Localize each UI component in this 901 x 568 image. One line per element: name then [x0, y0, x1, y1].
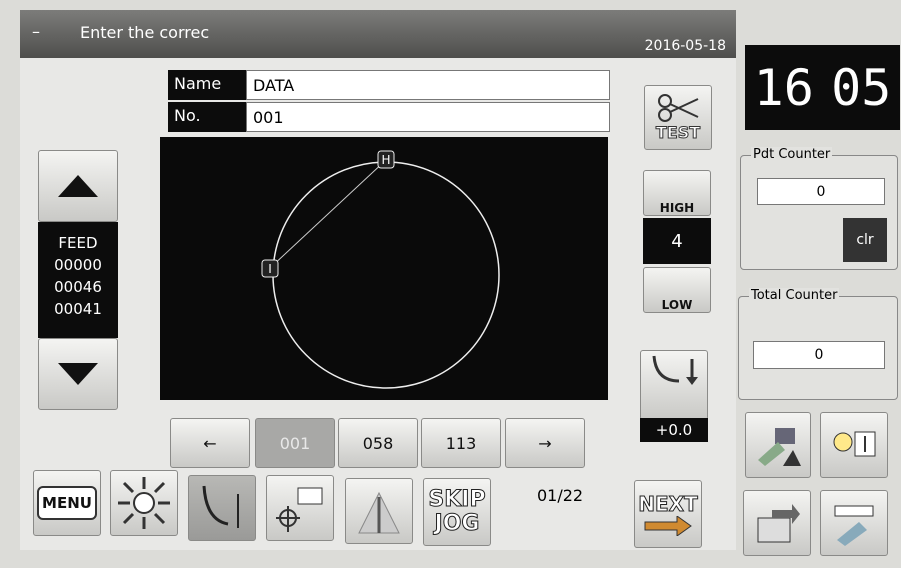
- skip-jog-button[interactable]: SKIP JOG: [423, 478, 491, 546]
- folder-icon: [752, 498, 802, 548]
- menu-button[interactable]: MENU: [33, 470, 101, 536]
- point-button[interactable]: 001: [255, 418, 335, 468]
- ruler-icon: [829, 498, 879, 548]
- header-bar: – Enter the correc 2016-05-18: [20, 10, 736, 58]
- light-button[interactable]: [110, 470, 178, 536]
- offset-button[interactable]: [640, 350, 708, 420]
- menu-label: MENU: [37, 486, 97, 520]
- icon-button[interactable]: [745, 412, 811, 478]
- pattern-view: H I: [160, 137, 608, 400]
- reverse-icon: [194, 480, 250, 536]
- no-label: No.: [168, 102, 246, 132]
- origin-button[interactable]: [266, 475, 334, 541]
- screen: – Enter the correc 2016-05-18 16 05 Name…: [0, 0, 901, 568]
- header-title: Enter the correc: [80, 23, 209, 42]
- tool-icon: [753, 420, 803, 470]
- name-field[interactable]: DATA: [246, 70, 610, 100]
- pdt-title: Pdt Counter: [751, 147, 832, 162]
- header-date: 2016-05-18: [645, 38, 726, 54]
- light-icon: [829, 420, 879, 470]
- next-button[interactable]: NEXT: [634, 480, 702, 548]
- clock-minute: 05: [831, 59, 891, 117]
- feed-value: 00041: [38, 298, 118, 320]
- prev-button[interactable]: ←: [170, 418, 250, 468]
- feed-value: 00000: [38, 254, 118, 276]
- name-label: Name: [168, 70, 246, 100]
- total-title: Total Counter: [749, 288, 839, 303]
- point-button[interactable]: 058: [338, 418, 418, 468]
- skip-label: SKIP: [428, 488, 485, 512]
- point-button[interactable]: 113: [421, 418, 501, 468]
- up-button[interactable]: [38, 150, 118, 222]
- next-point-button[interactable]: →: [505, 418, 585, 468]
- next-label: NEXT: [638, 492, 697, 516]
- canvas: [160, 137, 608, 400]
- clock-hour: 16: [754, 59, 814, 117]
- speed-level: 4: [643, 218, 711, 264]
- total-counter: Total Counter 0: [738, 296, 898, 400]
- sun-icon: [116, 475, 172, 531]
- pdt-value: 0: [757, 178, 885, 205]
- marker-h: H: [381, 153, 390, 167]
- high-button[interactable]: HIGH: [643, 170, 711, 216]
- total-value: 0: [753, 341, 885, 369]
- low-button[interactable]: LOW: [643, 267, 711, 313]
- scissors-icon: [653, 93, 703, 123]
- reverse-button[interactable]: [188, 475, 256, 541]
- jog-label: JOG: [435, 512, 480, 536]
- high-label: HIGH: [660, 201, 694, 215]
- feed-display: FEED 00000 00046 00041: [38, 222, 118, 338]
- offset-value: +0.0: [640, 418, 708, 442]
- low-label: LOW: [662, 298, 693, 312]
- next-arrow: [643, 516, 693, 536]
- icon-button[interactable]: [820, 490, 888, 556]
- down-arrow: [56, 361, 100, 387]
- feed-value: 00046: [38, 276, 118, 298]
- clock: 16 05: [745, 45, 900, 130]
- origin-icon: [272, 480, 328, 536]
- clear-button[interactable]: clr: [843, 218, 887, 262]
- presser-button[interactable]: [345, 478, 413, 544]
- down-button[interactable]: [38, 338, 118, 410]
- test-button[interactable]: TEST: [644, 85, 712, 150]
- page-indicator: 01/22: [537, 486, 583, 505]
- icon-button[interactable]: [820, 412, 888, 478]
- marker-i: I: [268, 262, 272, 276]
- no-field[interactable]: 001: [246, 102, 610, 132]
- feed-label: FEED: [38, 232, 118, 254]
- icon-button[interactable]: [743, 490, 811, 556]
- up-arrow: [56, 173, 100, 199]
- presser-icon: [351, 483, 407, 539]
- menu-dash: –: [32, 22, 40, 41]
- pdt-counter: Pdt Counter 0 clr: [740, 155, 898, 270]
- test-label: TEST: [656, 123, 700, 142]
- offset-icon: [644, 351, 704, 391]
